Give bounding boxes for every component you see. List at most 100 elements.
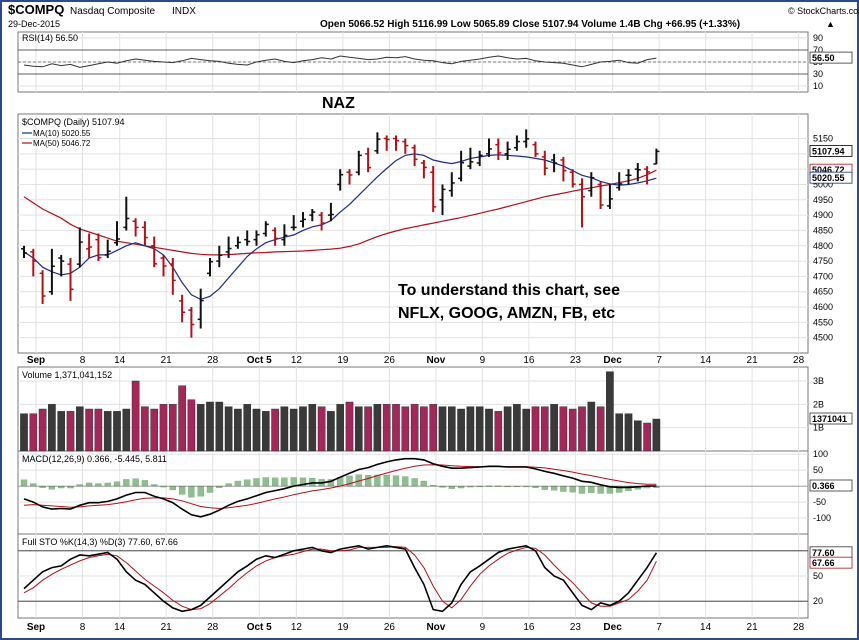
x-tick-label: 21 bbox=[747, 622, 759, 633]
macd-histogram-bar bbox=[132, 478, 139, 487]
volume-bar bbox=[131, 380, 140, 452]
volume-bar bbox=[457, 408, 465, 452]
volume-bar bbox=[48, 404, 56, 452]
value-tag-label: 5020.55 bbox=[812, 173, 845, 183]
x-axis: Sep Sep 8 8 14 14 21 21 28 28 Oct 5 Oct 5 12 12 19 19 26… bbox=[27, 355, 805, 633]
rsi-line bbox=[23, 55, 657, 68]
volume-bar bbox=[559, 406, 568, 452]
value-tag bbox=[809, 51, 853, 64]
value-tag-label: 56.50 bbox=[812, 53, 835, 63]
x-tick-label: 9 bbox=[480, 355, 486, 366]
y-tick-label: 4750 bbox=[813, 256, 833, 266]
macd-histogram-bar bbox=[123, 479, 130, 487]
volume-bar bbox=[38, 408, 47, 452]
macd-signal-line bbox=[23, 464, 657, 510]
volume-bar bbox=[85, 408, 93, 452]
ma10-line bbox=[23, 153, 657, 301]
y-tick-label: -100 bbox=[813, 513, 831, 523]
volume-bar bbox=[57, 411, 65, 452]
y-tick-label: 50 bbox=[813, 571, 823, 581]
volume-bar bbox=[513, 404, 521, 452]
volume-bar bbox=[75, 406, 84, 452]
value-tag bbox=[809, 145, 853, 157]
volume-bar bbox=[271, 408, 279, 452]
macd-histogram-bar bbox=[588, 485, 595, 493]
x-tick-label: 28 bbox=[793, 622, 805, 633]
macd-histogram-bar bbox=[271, 477, 279, 487]
symbol-label: $COMPQ bbox=[8, 2, 64, 17]
y-tick-label: 10 bbox=[813, 81, 823, 91]
volume-bar bbox=[159, 404, 168, 452]
macd-histogram-bar bbox=[95, 483, 102, 487]
macd-histogram-bar bbox=[113, 481, 121, 487]
x-tick-label: 23 bbox=[570, 622, 582, 633]
volume-title: Volume 1,371,041,152 bbox=[22, 370, 112, 380]
ma10-legend: MA(10) 5020.55 bbox=[33, 129, 91, 138]
volume-bar bbox=[178, 385, 186, 452]
y-tick-label: 4950 bbox=[813, 195, 833, 205]
y-tick-label: 4700 bbox=[813, 271, 833, 281]
macd-histogram-bar bbox=[104, 482, 111, 487]
value-tag bbox=[809, 556, 853, 569]
x-tick-label: 7 bbox=[656, 355, 662, 366]
volume-bar bbox=[578, 406, 586, 452]
volume-bar bbox=[531, 406, 540, 452]
volume-bar bbox=[373, 404, 382, 452]
x-tick-label: 14 bbox=[114, 622, 126, 633]
exchange-label: INDX bbox=[172, 6, 196, 17]
macd-histogram-bar bbox=[262, 477, 269, 487]
macd-histogram-bar bbox=[169, 485, 176, 491]
ma50-line bbox=[23, 169, 657, 256]
volume-bar bbox=[141, 406, 149, 452]
x-tick-label: 28 bbox=[793, 355, 805, 366]
y-tick-label: 5150 bbox=[813, 134, 833, 144]
x-tick-label: 14 bbox=[114, 355, 126, 366]
panel-frames bbox=[17, 31, 809, 619]
ma50-legend: MA(50) 5046.72 bbox=[33, 139, 91, 148]
volume-bar bbox=[336, 404, 345, 452]
macd-histogram-bar bbox=[30, 483, 37, 487]
index-name: Nasdaq Composite bbox=[70, 6, 155, 17]
price-title: $COMPQ (Daily) 5107.94 bbox=[22, 117, 125, 127]
value-tag-label: 5046.72 bbox=[812, 165, 845, 175]
volume-bar bbox=[224, 406, 233, 452]
volume-bar bbox=[429, 404, 438, 452]
volume-bar bbox=[364, 406, 372, 452]
value-tag bbox=[809, 412, 853, 425]
volume-bar bbox=[624, 413, 633, 452]
y-tick-label: 4650 bbox=[813, 287, 833, 297]
macd-histogram-bar bbox=[48, 485, 56, 490]
volume-bar bbox=[494, 411, 503, 452]
note-line-1: To understand this chart, see bbox=[398, 282, 620, 299]
macd-histogram-bar bbox=[541, 485, 548, 490]
value-tag bbox=[809, 171, 853, 184]
y-tick-label: -50 bbox=[813, 497, 826, 507]
macd-histogram-bar bbox=[225, 483, 232, 487]
value-tag-label: 0.366 bbox=[812, 481, 835, 491]
macd-histogram-bar bbox=[402, 476, 409, 487]
volume-bar bbox=[262, 411, 270, 452]
macd-histogram-bar bbox=[85, 482, 93, 487]
volume-bar bbox=[168, 404, 177, 452]
volume-bar bbox=[475, 406, 484, 452]
volume-bar bbox=[280, 406, 289, 452]
volume-bar bbox=[66, 411, 75, 452]
volume-bar bbox=[550, 404, 558, 452]
volume-bar bbox=[206, 401, 214, 452]
x-tick-label: 28 bbox=[207, 355, 219, 366]
y-tick-label: 4500 bbox=[813, 333, 833, 343]
x-tick-label: 7 bbox=[656, 622, 662, 633]
volume-bar bbox=[606, 371, 614, 452]
volume-bar bbox=[401, 406, 410, 452]
x-tick-label: Dec bbox=[603, 622, 622, 633]
value-tag-label: 1371041 bbox=[812, 414, 847, 424]
x-tick-label: 19 bbox=[337, 355, 349, 366]
rsi-panel: 907050301056.50 bbox=[18, 33, 853, 91]
x-tick-label: 26 bbox=[384, 355, 396, 366]
volume-bar bbox=[187, 399, 196, 452]
y-tick-label: 4550 bbox=[813, 317, 833, 327]
x-tick-label: 16 bbox=[523, 355, 535, 366]
x-tick-label: Oct 5 bbox=[247, 622, 272, 633]
